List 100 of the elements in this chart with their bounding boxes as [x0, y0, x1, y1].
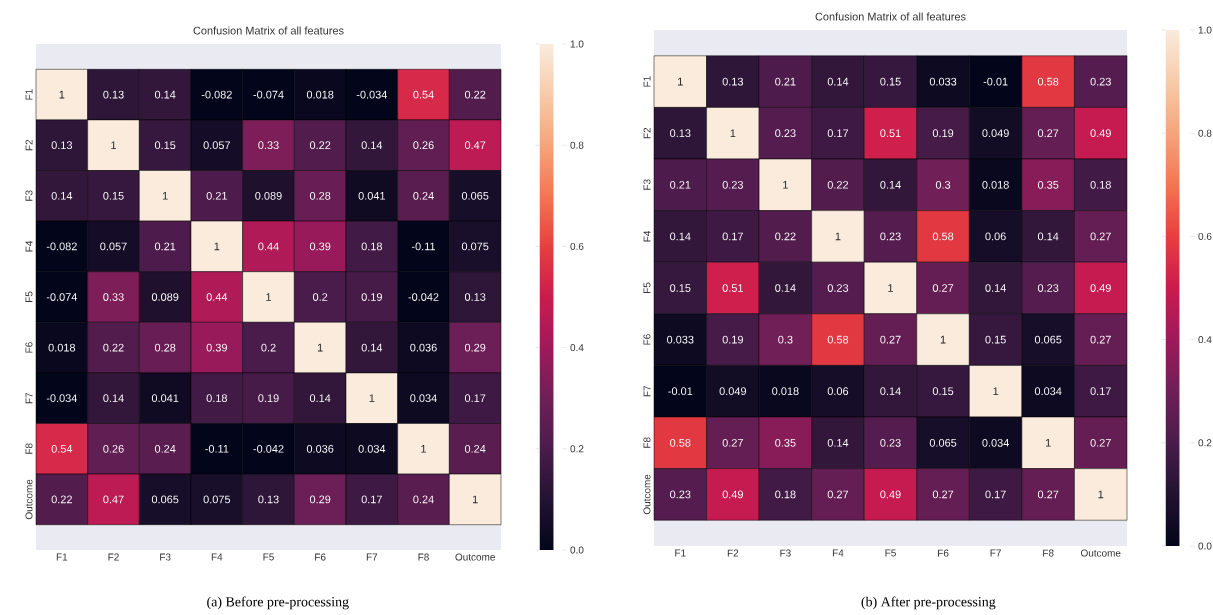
- data-label: 0.19: [361, 293, 382, 301]
- data-label: 1: [59, 90, 65, 99]
- color-bar-label: 0.2: [1198, 439, 1212, 447]
- y-tick-label: Outcome: [25, 479, 33, 520]
- data-label: 1: [317, 343, 323, 352]
- data-label: -0.034: [356, 90, 388, 99]
- y-tick-label: F1: [25, 89, 33, 100]
- data-label: 0.14: [827, 438, 849, 447]
- y-tick-label: F5: [643, 282, 651, 294]
- data-label: 0.24: [413, 495, 434, 504]
- data-label: 0.29: [309, 495, 331, 504]
- y-tick-label: Outcome: [643, 474, 651, 515]
- y-tick-label: F8: [643, 437, 651, 448]
- data-label: 0.23: [880, 438, 901, 447]
- data-label: 0.27: [932, 284, 954, 292]
- color-bar-label: 0.4: [1198, 336, 1212, 344]
- data-label: 0.22: [103, 343, 124, 352]
- x-tick-label: F4: [832, 549, 844, 557]
- data-label: -0.01: [983, 77, 1008, 86]
- data-label: 0.036: [306, 444, 334, 453]
- y-tick-label: F6: [643, 334, 651, 345]
- data-label: 1: [266, 293, 272, 301]
- data-label: -0.01: [668, 387, 693, 396]
- data-label: -0.082: [46, 242, 77, 251]
- y-tick-label: F4: [25, 240, 33, 252]
- data-label: 0.28: [154, 343, 176, 352]
- y-tick-label: F2: [25, 139, 33, 151]
- data-label: -0.082: [201, 90, 232, 99]
- data-label: 0.14: [880, 180, 901, 189]
- data-label: 0.033: [929, 77, 957, 86]
- data-label: 0.21: [206, 191, 227, 200]
- data-label: 0.54: [51, 444, 73, 453]
- data-label: 0.049: [982, 129, 1009, 138]
- y-tick-label: F2: [643, 127, 651, 139]
- data-label: 0.39: [206, 343, 227, 352]
- data-label: -0.11: [205, 444, 229, 453]
- data-label: 0.21: [154, 242, 176, 251]
- data-label: 1: [162, 192, 168, 200]
- color-bar-label: 0.6: [1198, 232, 1212, 240]
- data-label: 1: [940, 335, 946, 344]
- data-label: 0.13: [722, 77, 744, 86]
- data-label: 0.034: [358, 444, 386, 453]
- data-label: 0.17: [1090, 387, 1111, 396]
- data-label: 0.14: [827, 77, 849, 86]
- data-label: 0.06: [827, 387, 849, 396]
- data-label: 1: [730, 129, 736, 137]
- data-label: 0.14: [1037, 232, 1059, 241]
- data-label: 0.22: [309, 141, 331, 150]
- data-label: -0.074: [253, 90, 284, 99]
- data-label: 0.21: [775, 77, 796, 86]
- x-tick-label: F2: [108, 553, 119, 561]
- data-label: 0.33: [103, 293, 124, 301]
- chart-title: Confusion Matrix of all features: [815, 12, 966, 21]
- data-label: 0.034: [410, 394, 437, 403]
- data-label: 0.22: [464, 90, 486, 99]
- data-label: 0.14: [103, 394, 124, 403]
- data-label: 0.036: [410, 343, 437, 352]
- data-label: 0.58: [827, 335, 849, 344]
- data-label: 0.034: [982, 438, 1009, 447]
- data-label: 0.27: [1090, 438, 1111, 447]
- data-label: 0.27: [1090, 335, 1111, 344]
- data-label: 0.54: [413, 90, 434, 99]
- data-label: 0.49: [1090, 284, 1111, 292]
- data-label: 0.35: [1037, 180, 1059, 189]
- data-label: 0.15: [154, 141, 176, 150]
- data-label: 0.22: [51, 495, 72, 504]
- x-tick-label: F2: [727, 549, 739, 557]
- data-label: 0.14: [880, 387, 901, 396]
- y-tick-label: F7: [643, 385, 651, 397]
- text: (a) Before pre-processing: [207, 596, 349, 610]
- data-label: 0.44: [258, 242, 279, 251]
- color-bar-label: 1.0: [1198, 26, 1212, 34]
- x-tick-label: Outcome: [1080, 549, 1121, 557]
- data-label: 0.49: [880, 490, 901, 499]
- data-label: 0.2: [312, 293, 328, 301]
- data-label: 1: [783, 181, 788, 189]
- data-label: 0.19: [932, 129, 954, 138]
- color-bar-label: 0.6: [570, 242, 584, 250]
- x-tick-label: F7: [366, 553, 378, 561]
- data-label: 0.13: [258, 495, 279, 504]
- data-label: 0.14: [51, 191, 73, 200]
- data-label: 0.057: [100, 242, 127, 251]
- data-label: 0.23: [722, 180, 744, 189]
- data-label: -0.042: [253, 444, 284, 453]
- color-bar-label: 0.8: [570, 141, 584, 149]
- data-label: 0.14: [670, 232, 691, 241]
- data-label: 0.47: [464, 141, 486, 150]
- data-label: 0.3: [778, 335, 793, 344]
- data-label: 0.065: [1034, 335, 1062, 344]
- data-label: 0.26: [413, 141, 434, 150]
- x-tick-label: F8: [1043, 549, 1054, 557]
- data-label: 0.49: [722, 490, 743, 499]
- y-tick-label: F1: [643, 76, 651, 87]
- x-tick-label: F8: [418, 553, 429, 561]
- data-label: 0.27: [722, 438, 743, 447]
- data-label: 0.23: [827, 284, 849, 292]
- y-tick-label: F8: [25, 443, 33, 454]
- data-label: 0.49: [1090, 129, 1111, 138]
- data-label: 1: [678, 77, 683, 86]
- x-tick-label: F6: [938, 549, 949, 557]
